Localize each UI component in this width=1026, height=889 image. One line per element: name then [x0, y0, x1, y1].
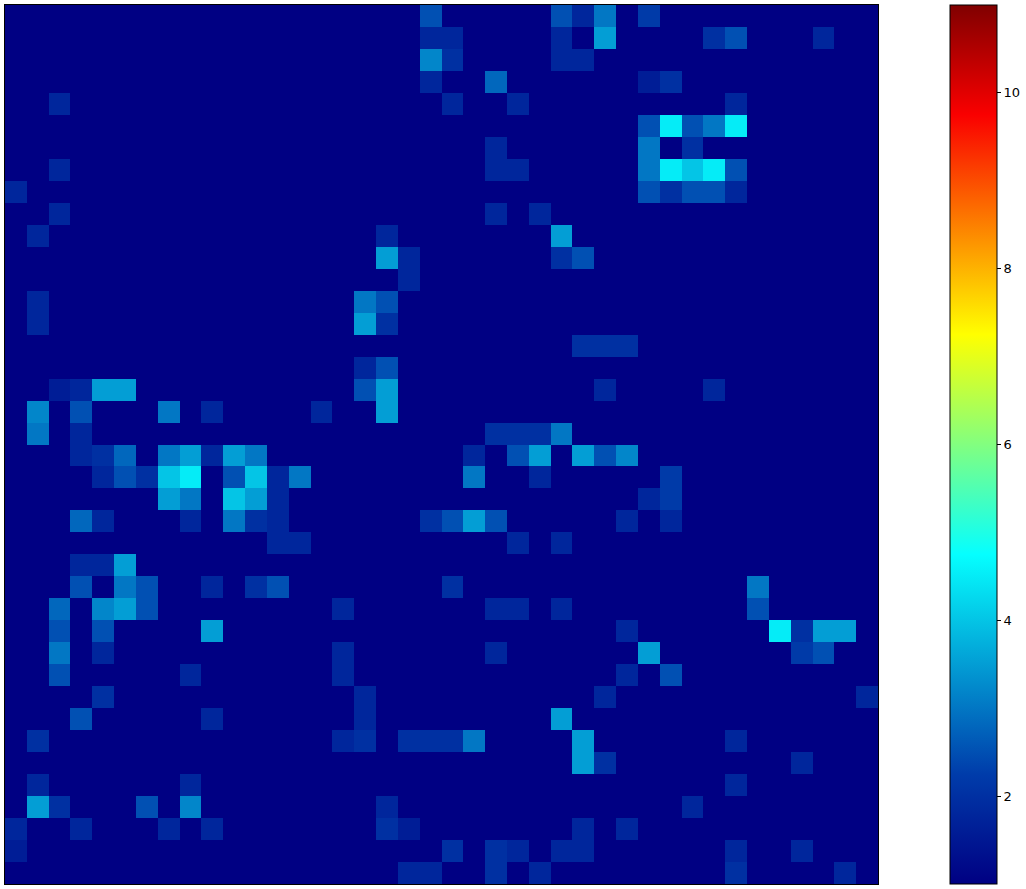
- svg-text:6: 6: [1004, 437, 1012, 452]
- svg-text:10: 10: [1004, 85, 1021, 100]
- svg-text:2: 2: [1004, 789, 1012, 804]
- svg-text:8: 8: [1004, 261, 1012, 276]
- svg-text:4: 4: [1004, 613, 1012, 628]
